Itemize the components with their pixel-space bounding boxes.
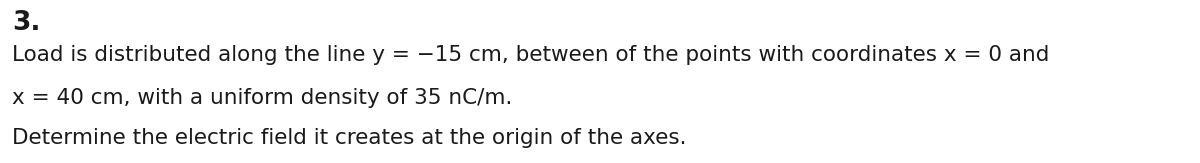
- Text: Determine the electric field it creates at the origin of the axes.: Determine the electric field it creates …: [12, 128, 686, 148]
- Text: x = 40 cm, with a uniform density of 35 nC/m.: x = 40 cm, with a uniform density of 35 …: [12, 88, 512, 108]
- Text: Load is distributed along the line y = −15 cm, between of the points with coordi: Load is distributed along the line y = −…: [12, 45, 1049, 65]
- Text: 3.: 3.: [12, 10, 41, 36]
